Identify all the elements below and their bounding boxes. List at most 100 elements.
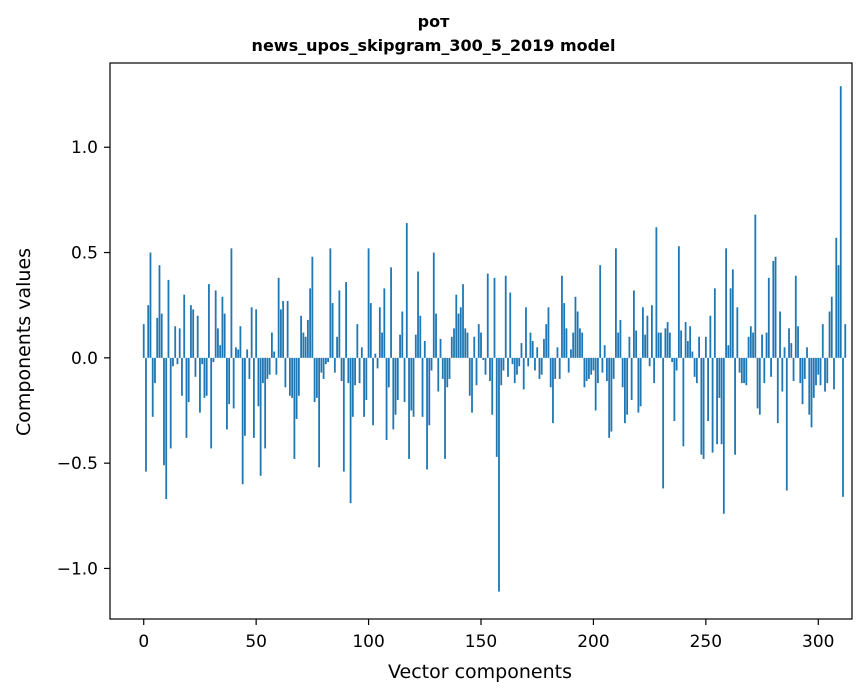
bar-component-69 — [297, 357, 300, 396]
bar-component-160 — [502, 357, 505, 371]
bar-component-133 — [441, 357, 444, 379]
bar-component-198 — [588, 357, 590, 379]
bar-component-211 — [617, 332, 620, 358]
bar-component-172 — [529, 332, 532, 358]
bar-component-74 — [309, 288, 312, 358]
bar-component-261 — [729, 288, 732, 358]
bar-component-30 — [210, 357, 213, 449]
x-axis-ticks: 0 50 100 150 200 250 300 — [138, 619, 834, 652]
bar-component-96 — [358, 357, 361, 384]
bar-component-129 — [432, 252, 435, 358]
bar-component-263 — [734, 357, 736, 455]
bar-component-29 — [208, 284, 210, 358]
bar-component-27 — [203, 357, 206, 398]
y-axis-label: Components values — [13, 248, 35, 436]
bar-component-279 — [770, 357, 772, 377]
bar-component-104 — [376, 357, 379, 369]
bar-component-232 — [664, 328, 667, 358]
x-tick-label: 50 — [245, 632, 267, 652]
bar-component-292 — [799, 357, 802, 384]
bar-component-201 — [594, 357, 597, 411]
bar-component-88 — [340, 357, 343, 382]
bar-component-225 — [648, 357, 651, 367]
bar-component-78 — [318, 357, 321, 468]
bar-component-100 — [367, 248, 370, 358]
bar-component-278 — [767, 277, 770, 358]
bar-component-220 — [637, 357, 640, 413]
bar-component-262 — [731, 269, 734, 358]
bar-component-207 — [608, 357, 611, 438]
bar-component-255 — [716, 357, 718, 445]
bar-component-18 — [183, 294, 186, 358]
bar-component-165 — [513, 357, 516, 384]
bar-component-68 — [295, 357, 298, 419]
bar-component-221 — [639, 357, 642, 407]
bar-component-146 — [471, 357, 473, 413]
bar-component-93 — [351, 357, 354, 417]
bar-component-23 — [194, 357, 197, 377]
bar-component-284 — [781, 357, 784, 392]
bar-component-209 — [612, 357, 615, 379]
bar-component-101 — [369, 303, 372, 358]
bar-component-36 — [223, 313, 226, 358]
bar-component-82 — [327, 357, 329, 363]
bar-component-124 — [421, 357, 424, 417]
bar-component-210 — [615, 248, 617, 358]
bar-component-106 — [381, 332, 383, 358]
bar-component-5 — [154, 357, 156, 384]
y-tick-label: 0.5 — [71, 244, 98, 264]
bar-component-149 — [477, 324, 480, 358]
bar-component-151 — [482, 357, 485, 360]
bar-component-252 — [709, 315, 712, 358]
bar-component-45 — [244, 357, 246, 436]
bar-component-122 — [417, 271, 419, 358]
bar-component-283 — [779, 311, 781, 358]
bar-component-296 — [808, 357, 811, 415]
bar-component-47 — [248, 357, 251, 379]
bar-component-95 — [356, 324, 359, 358]
bar-component-163 — [509, 292, 512, 358]
bar-component-86 — [336, 336, 338, 358]
bar-component-237 — [675, 357, 678, 371]
bar-component-131 — [437, 357, 440, 392]
bar-component-79 — [320, 357, 323, 373]
bar-component-264 — [736, 307, 739, 358]
bar-component-43 — [239, 326, 242, 358]
bar-component-241 — [684, 322, 687, 358]
bar-component-174 — [534, 357, 536, 371]
bar-component-13 — [172, 357, 174, 367]
bar-component-199 — [590, 357, 593, 375]
bar-component-90 — [345, 282, 347, 358]
bar-component-33 — [217, 328, 219, 358]
bar-component-308 — [835, 237, 838, 358]
bar-component-181 — [549, 357, 552, 388]
bar-component-259 — [725, 248, 727, 358]
bar-component-50 — [255, 309, 258, 358]
bar-component-140 — [457, 313, 460, 358]
y-tick-label: 0.0 — [71, 349, 98, 369]
bar-component-297 — [810, 357, 813, 428]
bar-component-248 — [700, 357, 703, 455]
bar-component-87 — [338, 290, 341, 358]
bar-component-161 — [504, 275, 507, 358]
bar-component-81 — [324, 357, 327, 365]
bar-component-134 — [444, 357, 446, 459]
bar-component-153 — [486, 273, 489, 358]
bar-component-231 — [662, 357, 665, 489]
bar-component-40 — [232, 357, 235, 409]
bar-component-238 — [677, 246, 680, 358]
x-tick-label: 0 — [138, 632, 149, 652]
bar-component-38 — [228, 357, 231, 405]
bar-component-200 — [592, 357, 595, 371]
bar-component-115 — [401, 311, 404, 358]
bar-component-85 — [333, 357, 336, 373]
bar-component-136 — [448, 357, 451, 379]
bar-component-94 — [354, 357, 356, 386]
bar-component-250 — [704, 336, 707, 358]
y-tick-label: −0.5 — [57, 454, 98, 474]
bar-component-302 — [821, 324, 824, 358]
bar-component-111 — [392, 357, 395, 430]
bar-component-39 — [230, 248, 233, 358]
bar-component-265 — [738, 357, 741, 373]
bar-component-3 — [149, 252, 152, 358]
